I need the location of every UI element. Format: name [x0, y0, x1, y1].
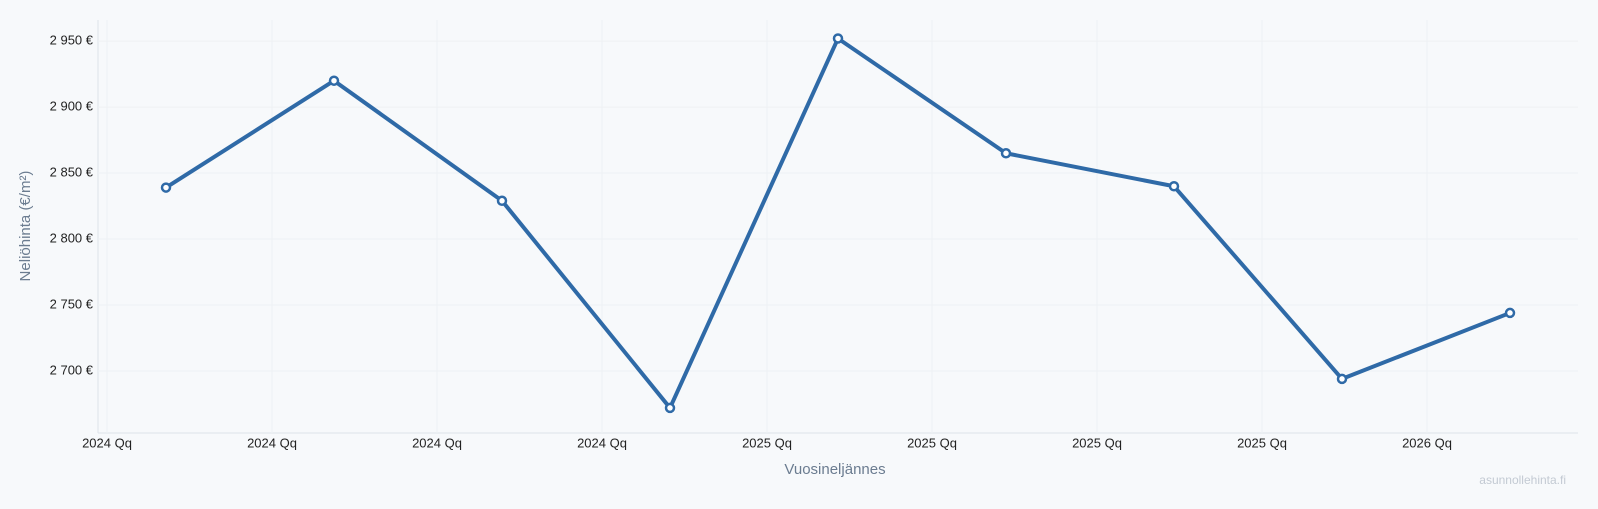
x-tick-label: 2025 Qq — [742, 435, 792, 450]
x-tick-label: 2025 Qq — [1237, 435, 1287, 450]
point — [328, 75, 340, 86]
point — [664, 402, 676, 414]
watermark: asunnollehinta.fi — [1479, 473, 1566, 487]
x-tick-label: 2025 Qq — [907, 435, 957, 450]
y-tick-label: 2 750 € — [50, 296, 94, 311]
point — [832, 33, 844, 44]
y-tick-label: 2 950 € — [50, 33, 94, 48]
x-tick-label: 2024 Qq — [82, 435, 132, 450]
point — [1168, 181, 1180, 192]
y-axis-title: Neliöhinta (€/m²) — [17, 171, 34, 282]
x-tick-label: 2024 Qq — [412, 435, 462, 450]
point — [1504, 307, 1516, 319]
x-tick-label: 2024 Qq — [577, 435, 627, 450]
x-tick-label: 2026 Qq — [1402, 435, 1452, 450]
point — [1000, 148, 1012, 159]
point — [1336, 373, 1348, 385]
point — [160, 182, 172, 193]
x-tick-label: 2025 Qq — [1072, 435, 1122, 450]
y-tick-label: 2 900 € — [50, 99, 94, 114]
y-tick-label: 2 850 € — [50, 164, 94, 179]
x-axis-title: Vuosineljännes — [784, 461, 885, 478]
point — [496, 195, 508, 207]
x-tick-label: 2024 Qq — [247, 435, 297, 450]
y-tick-label: 2 800 € — [50, 230, 94, 245]
y-tick-label: 2 700 € — [50, 362, 94, 377]
